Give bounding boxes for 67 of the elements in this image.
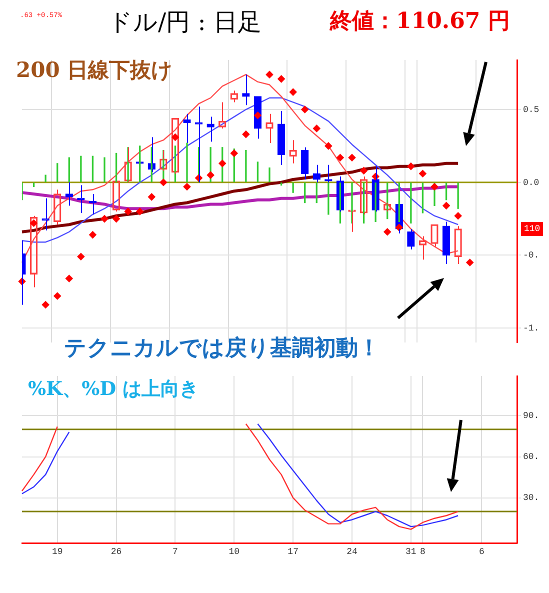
- candlestick: [301, 146, 309, 180]
- annotation: 200 日線下抜け: [16, 56, 174, 84]
- point: [442, 202, 450, 210]
- point: [218, 160, 226, 168]
- point: [407, 162, 415, 170]
- point: [336, 154, 344, 162]
- point: [206, 171, 214, 179]
- x-tick-label: 6: [478, 546, 484, 557]
- point: [348, 154, 356, 162]
- chart-subtitle: 終値：110.67 円: [330, 7, 510, 36]
- point: [183, 183, 191, 190]
- annotation: %K、%D は上向き: [28, 377, 199, 402]
- point: [242, 130, 250, 138]
- point: [266, 70, 274, 78]
- point: [454, 212, 462, 220]
- point: [148, 193, 156, 201]
- point: [419, 170, 426, 178]
- candlestick: [88, 194, 97, 215]
- x-tick-label: 8: [420, 546, 426, 557]
- point: [360, 167, 368, 174]
- candlestick: [242, 74, 250, 106]
- point: [324, 142, 332, 150]
- y-tick-label: -0.: [523, 250, 540, 261]
- y-tick-label: 90.: [523, 411, 540, 422]
- point: [430, 183, 438, 190]
- x-tick-label: 17: [288, 546, 298, 557]
- x-tick-label: 7: [172, 546, 178, 557]
- point: [312, 124, 320, 132]
- candlestick: [407, 228, 415, 250]
- point: [136, 208, 144, 216]
- point: [384, 228, 392, 236]
- x-tick-label: 10: [228, 546, 240, 557]
- point: [466, 258, 474, 266]
- point: [42, 301, 50, 308]
- y-tick-label: 0.0: [523, 178, 540, 188]
- y-tick-label: 30.: [523, 493, 540, 504]
- point: [160, 178, 168, 186]
- point: [230, 150, 238, 157]
- candlestick: [442, 221, 450, 264]
- x-tick-label: 26: [110, 546, 122, 557]
- point: [301, 106, 309, 114]
- candlestick: [206, 116, 214, 142]
- point: [89, 231, 96, 239]
- point: [54, 292, 62, 300]
- x-tick-label: 24: [346, 546, 358, 557]
- point: [254, 112, 262, 120]
- point: [100, 215, 108, 222]
- point: [77, 252, 85, 260]
- candlestick: [42, 198, 50, 231]
- annotation: テクニカルでは戻り基調初動！: [64, 335, 380, 363]
- point: [278, 75, 285, 83]
- point: [395, 224, 403, 232]
- x-tick-label: 19: [52, 546, 63, 557]
- point: [289, 88, 297, 96]
- point: [30, 219, 38, 227]
- x-tick-label: 31: [406, 546, 416, 557]
- text: 110: [521, 222, 544, 236]
- y-tick-label: -1.: [523, 323, 540, 334]
- y-tick-label: 0.5: [523, 104, 540, 115]
- point: [112, 215, 120, 222]
- point: [172, 134, 179, 141]
- chart-title: ドル/円 : 日足: [108, 7, 262, 38]
- point: [65, 274, 73, 282]
- candlestick: [312, 164, 320, 183]
- point: [124, 208, 132, 216]
- candlestick: [277, 110, 286, 166]
- y-tick-label: 60.: [523, 452, 540, 462]
